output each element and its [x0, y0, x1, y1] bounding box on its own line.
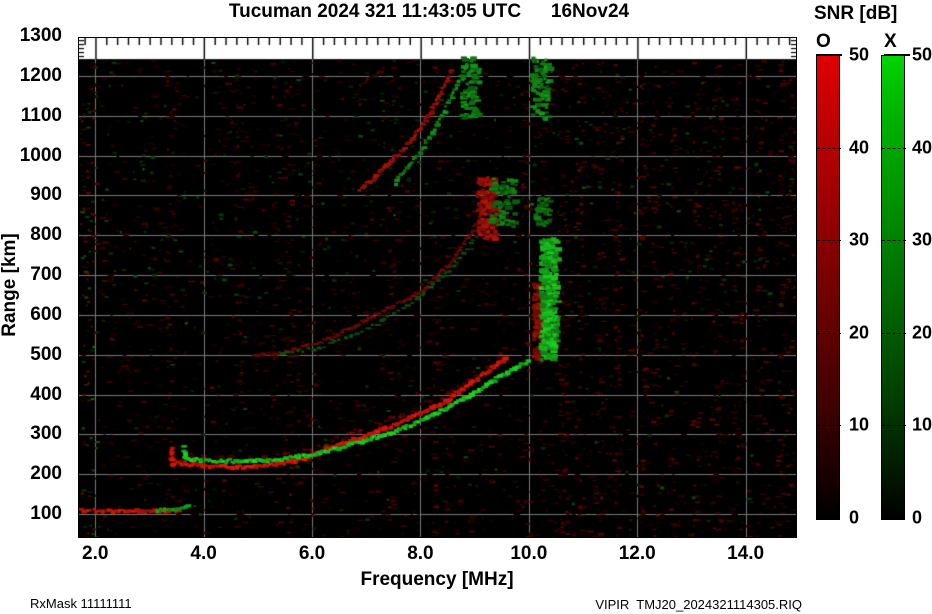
- y-tick-label: 500: [30, 343, 62, 365]
- colorbar-tick-dash: [882, 147, 906, 149]
- colorbar-tick-label: 50: [849, 44, 870, 65]
- colorbar-tick-dash: [882, 240, 906, 242]
- plot-title: Tucuman 2024 321 11:43:05 UTC: [228, 1, 522, 22]
- colorbar-x-mode: [881, 55, 905, 520]
- y-tick-label: 200: [30, 463, 62, 485]
- colorbar-tick-label: 10: [912, 414, 932, 435]
- colorbar-tick-label: 20: [849, 322, 870, 343]
- x-tick-label: 14.0: [727, 543, 765, 564]
- y-tick-label: 100: [30, 503, 62, 525]
- colorbar-tick-dash: [817, 332, 841, 334]
- colorbar-tick-dash: [817, 147, 841, 149]
- y-tick-label: 1000: [19, 144, 62, 166]
- y-tick-label: 900: [30, 184, 62, 206]
- colorbar-tick-label: 20: [912, 322, 932, 343]
- y-tick-label: 300: [30, 423, 62, 445]
- rxmask-text: RxMask 11111111: [30, 596, 132, 611]
- file-name-text: VIPIR TMJ20_2024321114305.RIQ: [595, 597, 802, 612]
- colorbar-tick-dash: [817, 425, 841, 427]
- y-tick-label: 700: [30, 264, 62, 286]
- colorbar-tick-dash: [817, 240, 841, 242]
- colorbar-tick-label: 10: [849, 414, 870, 435]
- colorbar-tick-label: 40: [849, 137, 870, 158]
- x-tick-label: 2.0: [82, 543, 109, 564]
- colorbar-tick-label: 40: [912, 137, 932, 158]
- x-axis-label: Frequency [MHz]: [360, 569, 514, 590]
- y-tick-label: 1100: [20, 104, 62, 126]
- y-tick-label: 1300: [19, 25, 62, 46]
- x-tick-label: 8.0: [407, 543, 434, 564]
- y-tick-label: 1200: [19, 64, 62, 86]
- colorbar-tick-label: 30: [912, 229, 932, 250]
- colorbar-tick-label: 0: [849, 507, 860, 528]
- y-tick-label: 800: [30, 224, 62, 246]
- colorbar-tick-label: 30: [849, 229, 870, 250]
- ionogram-canvas: [79, 38, 796, 537]
- colorbar-tick-dash: [882, 425, 906, 427]
- colorbar-tick-dash: [882, 332, 906, 334]
- x-tick-label: 4.0: [190, 543, 217, 564]
- x-tick-label: 6.0: [298, 543, 326, 564]
- colorbar-tick-label: 0: [912, 507, 923, 528]
- o-mode-label: O: [816, 31, 842, 56]
- x-mode-label: X: [884, 31, 910, 56]
- x-tick-label: 12.0: [618, 543, 656, 564]
- colorbar-tick-label: 50: [912, 44, 932, 65]
- colorbar-o-mode: [816, 55, 840, 520]
- y-tick-label: 600: [30, 303, 62, 325]
- y-tick-label: 400: [30, 383, 62, 405]
- plot-date: 16Nov24: [550, 1, 630, 22]
- x-tick-label: 10.0: [510, 543, 548, 564]
- colorbar-title: SNR [dB]: [814, 3, 898, 24]
